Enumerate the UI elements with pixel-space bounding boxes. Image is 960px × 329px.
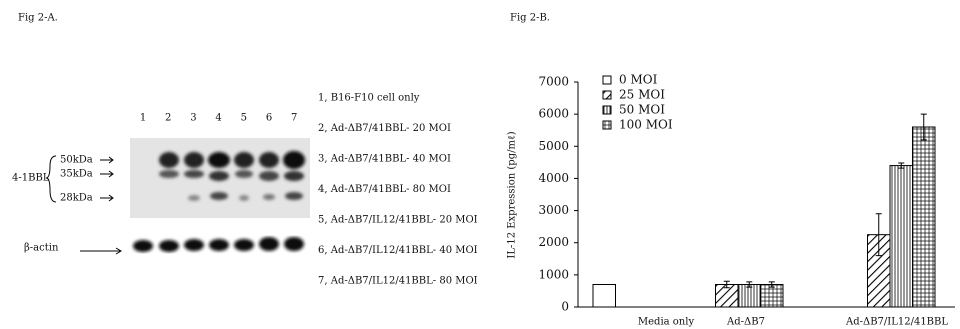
legend-label: 25 MOI <box>619 88 665 102</box>
y-tick-label: 3000 <box>538 203 569 217</box>
legend-swatch <box>603 76 611 84</box>
marker-label: 35kDa <box>60 169 93 180</box>
lane-description: 2, Ad-ΔB7/41BBL- 20 MOI <box>318 123 451 134</box>
y-tick-label: 2000 <box>538 235 569 249</box>
panel-a-title: Fig 2-A. <box>18 13 58 24</box>
x-tick-label: Ad-ΔB7/IL12/41BBL <box>845 317 948 328</box>
bar <box>593 285 616 308</box>
y-axis-label: IL-12 Expression (pg/mℓ) <box>507 131 518 258</box>
control-label: β-actin <box>24 243 59 254</box>
legend-swatch <box>603 91 611 99</box>
lane-description: 3, Ad-ΔB7/41BBL- 40 MOI <box>318 154 451 165</box>
lane-description: 5, Ad-ΔB7/IL12/41BBL- 20 MOI <box>318 215 478 226</box>
lane-number: 7 <box>291 113 297 124</box>
protein-label: 4-1BBL <box>12 173 50 184</box>
y-tick-label: 5000 <box>538 139 569 153</box>
marker-label: 28kDa <box>60 193 93 204</box>
bar <box>738 285 761 308</box>
bar <box>761 285 784 308</box>
legend-label: 100 MOI <box>619 118 673 132</box>
figure: Fig 2-A. 50kDa 35kDa 28kDa 4-1BBL β-acti… <box>0 0 960 329</box>
legend-label: 0 MOI <box>619 73 658 87</box>
panel-b-title: Fig 2-B. <box>510 13 550 24</box>
legend-label: 50 MOI <box>619 103 665 117</box>
lane-number: 3 <box>190 113 196 124</box>
actin-bands <box>133 237 304 252</box>
y-tick-label: 1000 <box>538 267 569 281</box>
bar <box>890 166 913 307</box>
legend-swatch <box>603 106 611 114</box>
lane-number: 1 <box>140 113 146 124</box>
y-tick-label: 7000 <box>538 75 569 89</box>
legend-swatch <box>603 121 611 129</box>
y-tick-label: 4000 <box>538 171 569 185</box>
y-tick-label: 6000 <box>538 107 569 121</box>
lane-number: 6 <box>266 113 272 124</box>
lane-description: 4, Ad-ΔB7/41BBL- 80 MOI <box>318 184 451 195</box>
x-tick-label: Ad-ΔB7 <box>726 317 765 328</box>
lane-number: 5 <box>241 113 247 124</box>
lane-description: 1, B16-F10 cell only <box>318 93 420 104</box>
y-tick-label: 0 <box>561 300 569 314</box>
x-tick-label: Media only <box>638 317 695 328</box>
bar <box>913 127 936 307</box>
lane-number: 4 <box>215 113 221 124</box>
lane-description: 7, Ad-ΔB7/IL12/41BBL- 80 MOI <box>318 276 478 287</box>
lane-number: 2 <box>165 113 171 124</box>
lane-description: 6, Ad-ΔB7/IL12/41BBL- 40 MOI <box>318 245 478 256</box>
marker-label: 50kDa <box>60 155 93 166</box>
